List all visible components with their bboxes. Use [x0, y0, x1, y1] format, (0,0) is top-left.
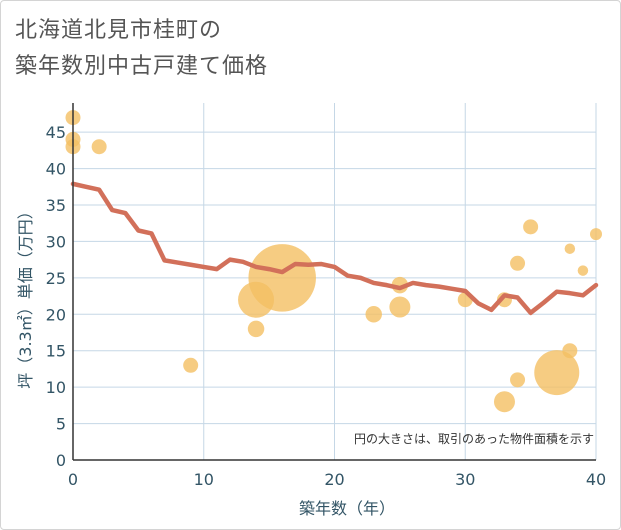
scatter-point	[562, 343, 578, 359]
x-tick-label: 30	[455, 470, 475, 489]
y-tick-label: 5	[56, 415, 66, 434]
y-tick-label: 25	[46, 269, 66, 288]
scatter-point	[183, 357, 199, 373]
scatter-point	[510, 372, 526, 388]
scatter-point	[590, 228, 602, 241]
scatter-series	[65, 110, 602, 413]
y-axis-label: 坪（3.3㎡）単価（万円）	[16, 203, 35, 388]
chart-title-line-1: 北海道北見市桂町の	[15, 18, 223, 43]
scatter-point	[247, 320, 265, 338]
y-tick-label: 20	[46, 305, 66, 324]
scatter-point	[534, 350, 580, 396]
scatter-point	[493, 391, 515, 413]
x-tick-label: 0	[68, 470, 78, 489]
scatter-point	[91, 139, 107, 155]
scatter-point	[564, 243, 576, 254]
average-line-series	[70, 181, 599, 316]
chart-annotation: 円の大きさは、取引のあった物件面積を示す	[354, 431, 594, 446]
y-tick-label: 35	[46, 196, 66, 215]
x-tick-label: 10	[194, 470, 214, 489]
scatter-point	[577, 265, 589, 276]
scatter-point	[389, 296, 411, 318]
y-tick-label: 0	[56, 451, 66, 470]
y-tick-label: 40	[46, 160, 66, 179]
x-tick-label: 20	[324, 470, 344, 489]
y-tick-label: 30	[46, 232, 66, 251]
y-tick-label: 10	[46, 378, 66, 397]
chart-title-line-2: 築年数別中古戸建て価格	[15, 54, 269, 79]
y-tick-label: 15	[46, 342, 66, 361]
scatter-point	[510, 255, 526, 271]
scatter-point	[523, 219, 539, 235]
chart-title: 北海道北見市桂町の 築年数別中古戸建て価格	[15, 13, 268, 85]
average-line	[70, 181, 599, 316]
scatter-point	[248, 244, 316, 312]
axes: 0 10 20 30 40 0 5 10 15 20 25 30 35 40 45	[46, 103, 606, 489]
x-tick-label: 40	[586, 470, 606, 489]
x-axis-label: 築年数（年）	[299, 499, 395, 518]
scatter-point	[365, 306, 382, 323]
grid	[73, 103, 597, 460]
y-tick-label: 45	[46, 123, 66, 142]
